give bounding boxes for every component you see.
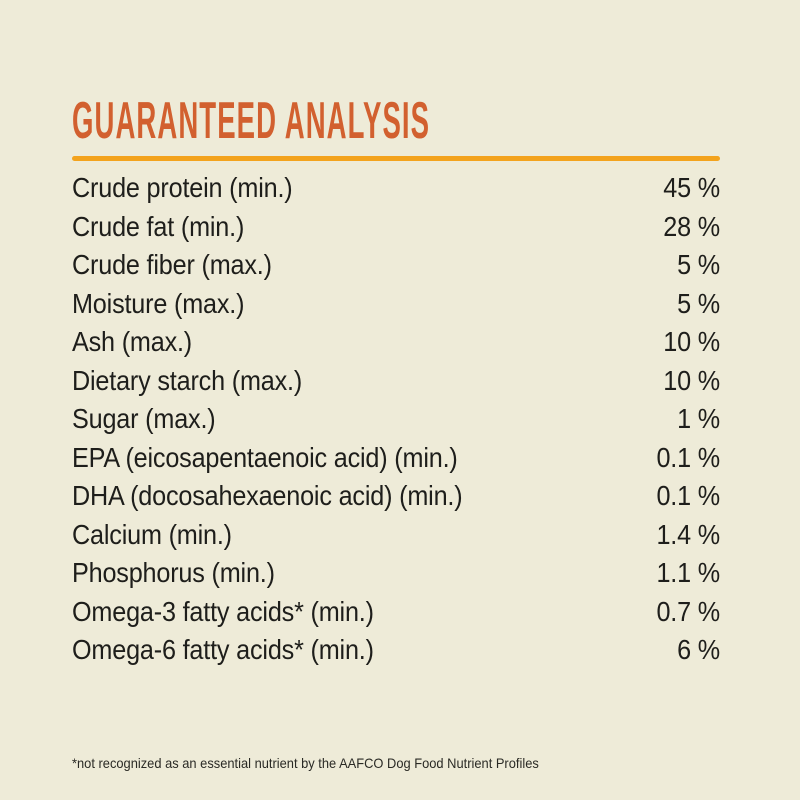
title-underline-rule: [72, 156, 720, 161]
table-row: EPA (eicosapentaenoic acid) (min.) 0.1 %: [72, 439, 720, 478]
nutrient-label: Crude protein (min.): [72, 172, 293, 203]
label-content: GUARANTEED ANALYSIS Crude protein (min.)…: [72, 0, 720, 772]
percent-value: 6 %: [677, 634, 720, 665]
percent-value: 10 %: [663, 364, 720, 396]
section-title: GUARANTEED ANALYSIS: [72, 92, 431, 150]
percent-value: 5 %: [677, 287, 720, 319]
table-row: Calcium (min.) 1.4 %: [72, 516, 720, 555]
nutrient-label: DHA (docosahexaenoic acid) (min.): [72, 480, 463, 511]
table-row: Crude fiber (max.) 5 %: [72, 246, 720, 285]
table-row: Ash (max.) 10 %: [72, 323, 720, 362]
nutrient-label: Omega-6 fatty acids* (min.): [72, 634, 374, 665]
table-row: DHA (docosahexaenoic acid) (min.) 0.1 %: [72, 477, 720, 516]
nutrient-label: Sugar (max.): [72, 403, 216, 434]
percent-value: 45 %: [663, 172, 720, 203]
percent-value: 1.1 %: [656, 557, 720, 588]
percent-value: 5 %: [677, 249, 720, 280]
percent-value: 0.1 %: [656, 480, 720, 511]
percent-value: 10 %: [663, 326, 720, 357]
table-row: Dietary starch (max.) 10 %: [72, 362, 720, 401]
percent-value: 0.7 %: [656, 595, 720, 627]
table-row: Sugar (max.) 1 %: [72, 400, 720, 439]
aafco-footnote: *not recognized as an essential nutrient…: [72, 754, 539, 771]
percent-value: 1 %: [677, 403, 720, 434]
nutrient-label: Ash (max.): [72, 326, 193, 357]
nutrient-label: Crude fat (min.): [72, 210, 245, 242]
nutrient-label: Moisture (max.): [72, 287, 245, 319]
table-row: Omega-6 fatty acids* (min.) 6 %: [72, 631, 720, 670]
table-row: Crude protein (min.) 45 %: [72, 169, 720, 208]
table-row: Phosphorus (min.) 1.1 %: [72, 554, 720, 593]
table-row: Moisture (max.) 5 %: [72, 285, 720, 324]
nutrient-label: Dietary starch (max.): [72, 364, 303, 396]
percent-value: 28 %: [663, 210, 720, 242]
table-row: Omega-3 fatty acids* (min.) 0.7 %: [72, 593, 720, 632]
nutrient-table: Crude protein (min.) 45 % Crude fat (min…: [72, 169, 720, 670]
nutrient-label: Phosphorus (min.): [72, 557, 275, 588]
nutrient-label: Omega-3 fatty acids* (min.): [72, 595, 374, 627]
percent-value: 0.1 %: [656, 441, 720, 473]
nutrient-label: Crude fiber (max.): [72, 249, 272, 280]
nutrient-label: Calcium (min.): [72, 518, 232, 550]
table-row: Crude fat (min.) 28 %: [72, 208, 720, 247]
nutrient-label: EPA (eicosapentaenoic acid) (min.): [72, 441, 458, 473]
percent-value: 1.4 %: [656, 518, 720, 550]
